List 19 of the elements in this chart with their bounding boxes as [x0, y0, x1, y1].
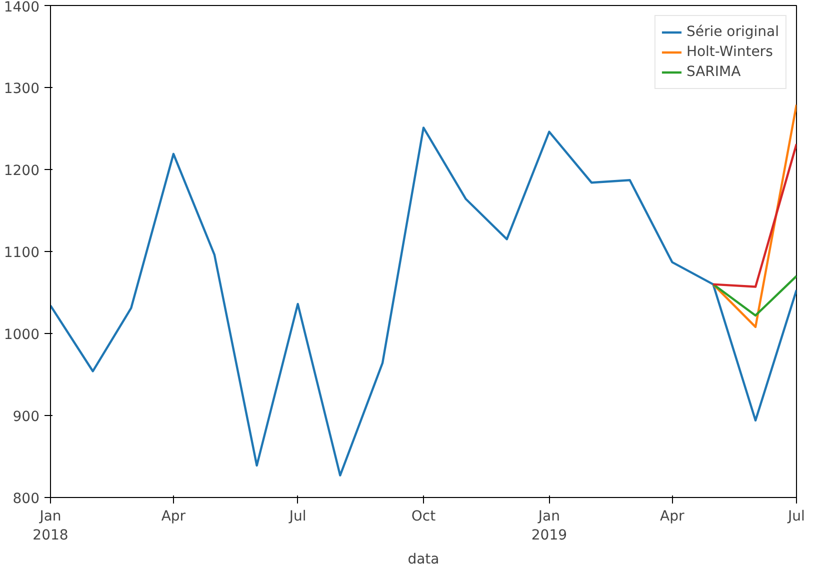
x-tick-label: Apr	[660, 508, 685, 524]
x-tick-label: Jan 2019	[531, 508, 568, 544]
y-tick-label: 1100	[4, 245, 40, 261]
line-series	[50, 126, 796, 476]
x-tick-label: Jul	[288, 508, 306, 524]
y-tick-label: 1400	[4, 0, 40, 16]
y-tick-label: 1200	[4, 163, 40, 179]
y-tick-label: 800	[12, 491, 40, 507]
x-tick-label: Jan 2018	[32, 508, 68, 544]
legend-label: Série original	[686, 24, 779, 40]
y-tick-label: 1000	[4, 327, 40, 343]
legend-label: SARIMA	[686, 64, 741, 80]
x-tick-label: Oct	[411, 508, 436, 524]
x-tick-label: Jul	[787, 508, 805, 524]
y-tick-label: 1300	[4, 81, 40, 97]
x-axis-title: data	[408, 552, 440, 568]
legend-label: Holt-Winters	[686, 44, 773, 60]
y-tick-label: 900	[12, 409, 40, 425]
x-tick-label: Apr	[161, 508, 186, 524]
